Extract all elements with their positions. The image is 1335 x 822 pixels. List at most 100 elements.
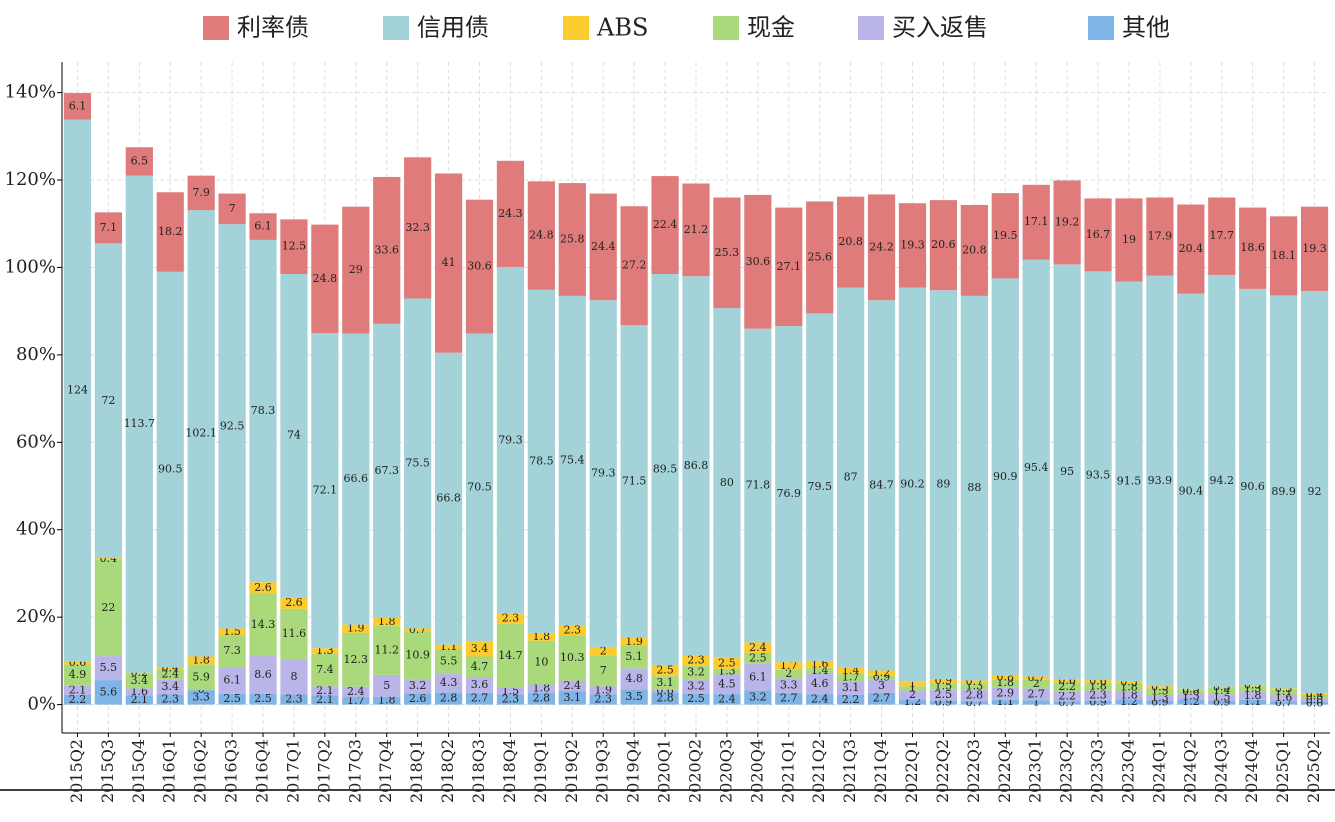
- data-label: 20.6: [931, 238, 956, 251]
- bar-segment: [558, 691, 586, 705]
- x-tick-label: 2021Q1: [778, 739, 797, 803]
- x-tick-label: 2022Q3: [964, 739, 983, 803]
- data-label: 92.5: [220, 419, 245, 432]
- x-tick-label: 2021Q4: [871, 739, 890, 803]
- x-tick-label: 2020Q1: [655, 739, 674, 803]
- bar-segment: [342, 697, 370, 705]
- data-label: 6.1: [749, 670, 767, 683]
- bar-segment: [527, 632, 555, 641]
- bar-segment: [1053, 701, 1081, 705]
- data-label: 2.3: [161, 693, 179, 706]
- bar-segment: [929, 689, 958, 701]
- bar-segment: [1084, 690, 1112, 701]
- bar-segment: [156, 192, 184, 272]
- bar-segment: [404, 298, 432, 629]
- bar-segment: [342, 624, 370, 633]
- bar-segment: [1208, 700, 1236, 705]
- bar-segment: [1208, 694, 1236, 701]
- data-label: 78.3: [251, 404, 276, 417]
- x-tick-label: 2019Q3: [593, 739, 612, 803]
- bar-segment: [342, 686, 370, 698]
- data-label: 66.8: [436, 492, 461, 505]
- x-tick-label: 2017Q4: [376, 739, 395, 803]
- x-tick-label: 2018Q1: [407, 739, 426, 803]
- data-label: 7.9: [192, 186, 210, 199]
- bar-segment: [713, 668, 741, 675]
- bar-segment: [156, 694, 184, 705]
- bar-segment: [806, 201, 834, 314]
- data-label: 78.5: [529, 454, 554, 467]
- bar-segment: [867, 670, 896, 676]
- bar-segment: [1084, 682, 1112, 691]
- bar-segment: [527, 692, 555, 705]
- bar-segment: [1084, 271, 1112, 681]
- data-label: 3.6: [471, 678, 489, 691]
- bar-segment: [1022, 700, 1050, 705]
- y-tick-label: 120%: [5, 169, 56, 190]
- bar-segment: [404, 628, 432, 632]
- data-label: 1.9: [347, 622, 365, 635]
- x-tick-label: 2023Q2: [1057, 739, 1076, 803]
- bar-segment: [558, 680, 586, 692]
- bar-segment: [94, 680, 122, 705]
- bar-segment: [1053, 682, 1081, 692]
- bar-segment: [1177, 699, 1205, 705]
- bar-segment: [589, 646, 617, 656]
- bar-segment: [373, 323, 401, 619]
- data-label: 87: [844, 471, 858, 484]
- bar-segment: [1146, 686, 1174, 689]
- data-label: 92: [1308, 485, 1322, 498]
- data-label: 19: [1122, 233, 1136, 246]
- data-label: 3.2: [687, 680, 705, 693]
- data-label: 2.6: [254, 581, 272, 594]
- bar-segment: [94, 656, 122, 681]
- data-label: 84.7: [869, 478, 894, 491]
- bar-segment: [1208, 687, 1236, 695]
- legend-swatch: [858, 16, 884, 40]
- data-label: 2.4: [811, 692, 829, 705]
- x-tick-label: 2018Q4: [500, 739, 519, 803]
- bar-segment: [280, 659, 308, 695]
- bar-segment: [311, 653, 339, 687]
- bar-segment: [620, 689, 648, 705]
- legend-label: ABS: [596, 14, 648, 42]
- data-label: 2.3: [1089, 689, 1107, 702]
- data-label: 75.5: [405, 457, 430, 470]
- bar-segment: [1084, 700, 1112, 705]
- bar-segment: [867, 679, 896, 693]
- bar-segment: [1146, 694, 1174, 701]
- bar-segment: [156, 669, 184, 680]
- bar-segment: [1084, 680, 1112, 683]
- data-label: 2.8: [656, 691, 674, 704]
- bar-segment: [1022, 184, 1050, 260]
- bar-segment: [94, 243, 122, 559]
- bar-segment: [434, 173, 463, 353]
- bar-segment: [744, 194, 772, 329]
- data-label: 94.2: [1210, 474, 1235, 487]
- data-label: 2.1: [131, 693, 149, 706]
- bar-segment: [63, 685, 92, 695]
- x-tick-label: 2019Q1: [531, 739, 550, 803]
- x-tick-label: 2015Q2: [67, 739, 86, 803]
- bar-segment: [1084, 198, 1112, 272]
- data-label: 8: [290, 670, 297, 683]
- bar-segment: [1146, 275, 1174, 687]
- y-tick-label: 80%: [16, 344, 56, 365]
- data-label: 29: [349, 263, 363, 276]
- bar-segment: [867, 300, 896, 671]
- x-tick-label: 2022Q4: [995, 739, 1014, 803]
- bar-segment: [527, 181, 555, 290]
- bar-segment: [898, 287, 927, 682]
- data-label: 4.5: [718, 677, 736, 690]
- bar-segment: [837, 287, 865, 668]
- bar-segment: [898, 681, 927, 687]
- data-label: 113.7: [124, 417, 156, 430]
- legend-swatch: [383, 16, 409, 40]
- data-label: 6.1: [254, 220, 272, 233]
- legend-swatch: [203, 16, 229, 40]
- bar-segment: [1022, 259, 1050, 677]
- data-label: 7: [600, 664, 607, 677]
- bar-segment: [960, 680, 988, 684]
- data-label: 2.3: [285, 693, 303, 706]
- legend-label: 现金: [747, 14, 795, 42]
